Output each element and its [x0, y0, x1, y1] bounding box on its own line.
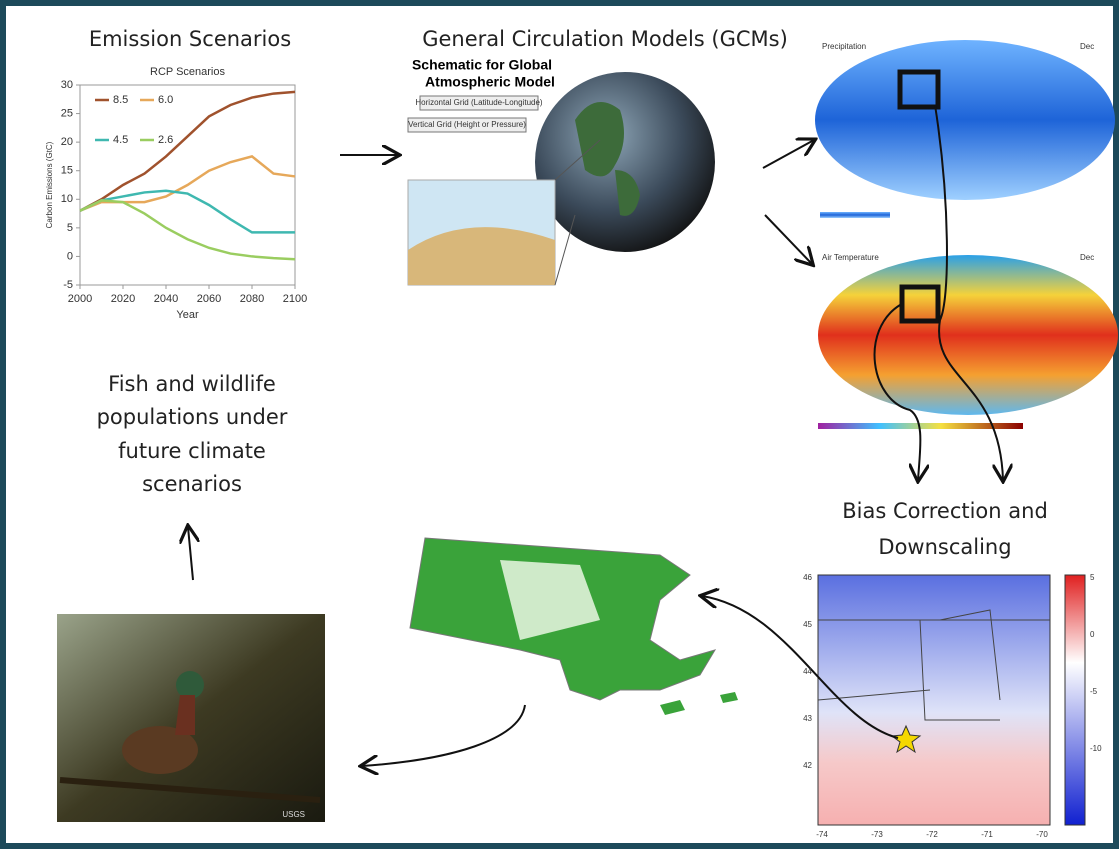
colorbar — [820, 212, 890, 218]
map-lat-label: 43 — [803, 714, 812, 723]
page: RCP Scenarios Year Carbon Emissions (GtC) -… — [0, 0, 1119, 854]
schematic-title: Schematic for Global — [412, 57, 552, 73]
legend-label: 2.6 — [158, 134, 173, 146]
x-tick-label: 2020 — [111, 293, 135, 305]
emissions-title: Emission Scenarios — [89, 27, 291, 51]
downscaled-map — [818, 575, 1050, 825]
legend-label: 6.0 — [158, 94, 173, 106]
map-lat-label: 46 — [803, 573, 812, 582]
schematic-title: Atmospheric Model — [425, 74, 555, 90]
colorbar-label: -5 — [1090, 687, 1098, 696]
y-axis-label: Carbon Emissions (GtC) — [45, 141, 54, 228]
map-lon-label: -70 — [1036, 830, 1048, 839]
map-lat-label: 42 — [803, 761, 812, 770]
map-lon-label: -71 — [981, 830, 993, 839]
precip-map — [815, 40, 1115, 200]
map-lon-label: -74 — [816, 830, 828, 839]
x-axis-label: Year — [176, 309, 199, 321]
map-title: Precipitation — [822, 42, 866, 51]
photo-credit: USGS — [282, 810, 305, 819]
y-tick-label: 20 — [61, 136, 73, 148]
chart-title: RCP Scenarios — [150, 66, 225, 78]
x-tick-label: 2080 — [240, 293, 264, 305]
temperature-map — [818, 255, 1118, 415]
x-tick-label: 2060 — [197, 293, 221, 305]
colorbar-label: -10 — [1090, 744, 1102, 753]
y-tick-label: 5 — [67, 222, 73, 234]
grid-label: Horizontal Grid (Latitude-Longitude) — [415, 98, 543, 107]
globe — [535, 72, 715, 252]
fish-title: scenarios — [142, 472, 242, 496]
map-lat-label: 45 — [803, 620, 812, 629]
y-tick-label: 15 — [61, 165, 73, 177]
colorbar-label: 0 — [1090, 630, 1095, 639]
grid-label: Vertical Grid (Height or Pressure) — [408, 120, 526, 129]
legend-label: 4.5 — [113, 134, 128, 146]
colorbar — [1065, 575, 1085, 825]
y-tick-label: 25 — [61, 107, 73, 119]
map-month: Dec — [1080, 42, 1094, 51]
x-tick-label: 2000 — [68, 293, 92, 305]
bias-title: Bias Correction and — [842, 499, 1048, 523]
fish-title: future climate — [118, 439, 266, 463]
map-month: Dec — [1080, 253, 1094, 262]
map-title: Air Temperature — [822, 253, 879, 262]
map-lon-label: -72 — [926, 830, 938, 839]
fish-title: populations under — [97, 405, 288, 429]
legend-label: 8.5 — [113, 94, 128, 106]
fish-title: Fish and wildlife — [108, 372, 276, 396]
diagram: RCP Scenarios Year Carbon Emissions (GtC) -… — [0, 0, 1119, 849]
x-tick-label: 2040 — [154, 293, 178, 305]
map-lat-label: 44 — [803, 667, 812, 676]
gcm-title: General Circulation Models (GCMs) — [422, 27, 788, 51]
colorbar-label: 5 — [1090, 573, 1095, 582]
y-tick-label: 10 — [61, 193, 73, 205]
y-tick-label: -5 — [63, 279, 73, 291]
y-tick-label: 0 — [67, 250, 73, 262]
bias-title: Downscaling — [878, 535, 1011, 559]
map-lon-label: -73 — [871, 830, 883, 839]
y-tick-label: 30 — [61, 79, 73, 91]
x-tick-label: 2100 — [283, 293, 307, 305]
duck-head — [176, 671, 204, 699]
